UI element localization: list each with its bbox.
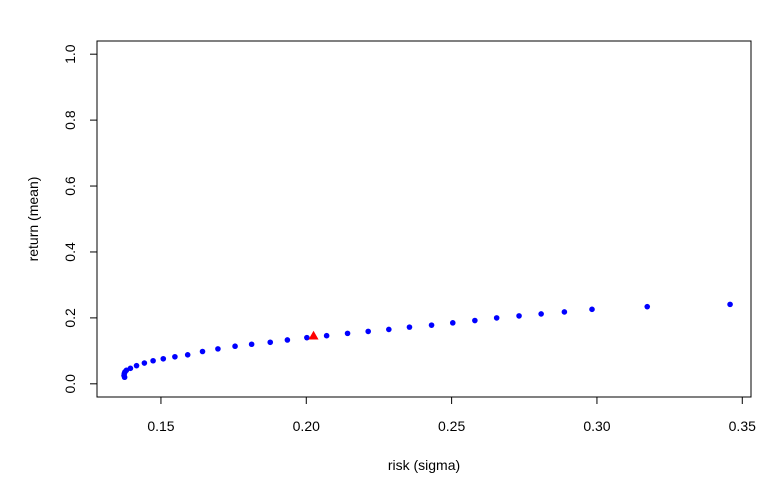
x-tick-label: 0.25 [438, 418, 465, 434]
y-tick-label: 0.0 [62, 374, 78, 394]
data-point [386, 326, 392, 333]
data-point [267, 339, 274, 346]
x-tick-label: 0.20 [293, 418, 320, 434]
y-tick-label: 1.0 [62, 44, 78, 64]
data-point [248, 341, 255, 348]
data-point [150, 357, 156, 364]
data-point [365, 328, 371, 335]
data-point [516, 313, 522, 319]
data-point [472, 317, 478, 324]
x-tick-label: 0.15 [147, 418, 174, 434]
y-tick-label: 0.6 [62, 176, 78, 196]
data-points [121, 301, 733, 381]
data-point [538, 311, 544, 317]
data-point [160, 355, 167, 362]
x-axis: 0.15 0.20 0.25 0.30 0.35 [147, 397, 756, 434]
data-point-triangle [308, 330, 319, 340]
data-point [127, 365, 134, 372]
y-axis: 0.0 0.2 0.4 0.6 0.8 1.0 [62, 44, 97, 394]
data-point [727, 301, 733, 308]
data-point [589, 306, 595, 313]
data-point [323, 332, 330, 339]
data-point [406, 324, 413, 330]
data-point [428, 322, 435, 328]
data-point [304, 334, 310, 341]
data-point [284, 337, 291, 343]
data-point [141, 360, 148, 366]
x-tick-label: 0.30 [583, 418, 610, 434]
data-point [133, 362, 140, 369]
data-point [184, 352, 191, 358]
data-point [172, 353, 178, 360]
data-point [561, 309, 568, 315]
x-axis-title: risk (sigma) [388, 457, 460, 473]
data-point [449, 320, 456, 326]
data-point [199, 348, 206, 355]
y-axis-title: return (mean) [25, 177, 41, 262]
y-tick-label: 0.4 [62, 242, 78, 262]
plot-box [96, 40, 752, 398]
data-point [493, 315, 500, 321]
data-point [215, 346, 221, 352]
y-tick-label: 0.8 [62, 110, 78, 130]
x-tick-label: 0.35 [729, 418, 756, 434]
data-point [644, 303, 651, 310]
data-point [344, 330, 351, 337]
y-tick-label: 0.2 [62, 308, 78, 328]
data-point [232, 343, 238, 350]
